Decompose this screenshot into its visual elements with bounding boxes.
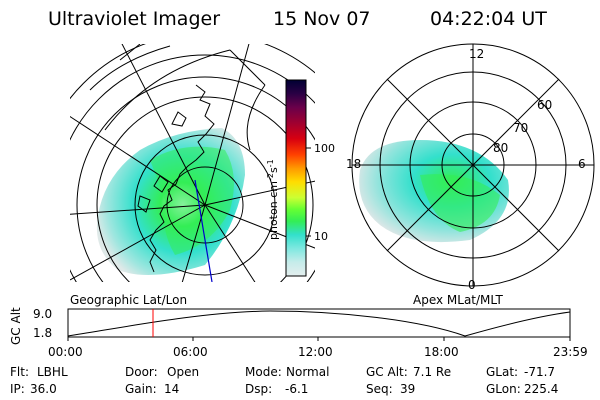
right-panel-label: Apex MLat/MLT bbox=[413, 293, 503, 307]
mlt-label-6: 6 bbox=[578, 157, 586, 171]
altitude-ytick-low: 1.8 bbox=[33, 326, 52, 340]
info-gain-key: Gain: bbox=[125, 382, 157, 396]
info-seq-value: 39 bbox=[400, 382, 415, 396]
mlt-label-0: 0 bbox=[468, 278, 476, 292]
instrument-title: Ultraviolet Imager bbox=[48, 8, 220, 30]
altitude-xtick-1800: 18:00 bbox=[424, 345, 459, 359]
aurora-band-left bbox=[150, 146, 234, 255]
info-mode-value: Normal bbox=[286, 365, 329, 379]
mlt-label-12: 12 bbox=[469, 47, 484, 61]
info-glat-key: GLat: bbox=[486, 365, 518, 379]
mlat-label-70: 70 bbox=[513, 121, 528, 135]
info-seq-key: Seq: bbox=[366, 382, 393, 396]
info-door-value: Open bbox=[167, 365, 199, 379]
info-ip-key: IP: bbox=[10, 382, 25, 396]
info-gain-value: 14 bbox=[164, 382, 179, 396]
mlt-polar-plot bbox=[359, 140, 509, 243]
info-glon-value: 225.4 bbox=[524, 382, 558, 396]
info-mode-key: Mode: bbox=[245, 365, 282, 379]
info-gcalt-value: 7.1 Re bbox=[413, 365, 451, 379]
altitude-ylabel: GC Alt bbox=[9, 307, 23, 345]
coastline bbox=[149, 84, 215, 273]
polar-grid bbox=[351, 43, 595, 287]
date-label: 15 Nov 07 bbox=[273, 8, 371, 30]
info-glat-value: -71.7 bbox=[524, 365, 555, 379]
colorbar-unit-label: photon cm-2s-1 bbox=[266, 159, 280, 240]
info-ip-value: 36.0 bbox=[30, 382, 57, 396]
colorbar-tick-10: 10 bbox=[314, 230, 328, 243]
time-label: 04:22:04 UT bbox=[430, 8, 547, 30]
info-dsp-value: -6.1 bbox=[285, 382, 308, 396]
altitude-curve bbox=[67, 310, 571, 337]
info-filter-key: Flt: bbox=[10, 365, 29, 379]
info-glon-key: GLon: bbox=[486, 382, 521, 396]
info-filter-value: LBHL bbox=[37, 365, 68, 379]
altitude-plot-frame bbox=[67, 308, 571, 338]
altitude-xtick-0600: 06:00 bbox=[173, 345, 208, 359]
longitude-lines bbox=[70, 44, 315, 282]
info-dsp-key: Dsp: bbox=[245, 382, 272, 396]
colorbar-tick-100: 100 bbox=[314, 142, 335, 155]
magnetic-meridian bbox=[194, 179, 213, 282]
mlt-label-18: 18 bbox=[346, 157, 361, 171]
altitude-xtick-1200: 12:00 bbox=[298, 345, 333, 359]
altitude-xtick-0000: 00:00 bbox=[48, 345, 83, 359]
altitude-xtick-2359: 23:59 bbox=[553, 345, 588, 359]
altitude-ytick-high: 9.0 bbox=[33, 307, 52, 321]
mlat-label-60: 60 bbox=[537, 98, 552, 112]
info-door-key: Door: bbox=[125, 365, 158, 379]
info-panel: Flt: LBHL Door: Open Mode: Normal GC Alt… bbox=[10, 365, 558, 396]
left-panel-label: Geographic Lat/Lon bbox=[70, 293, 187, 307]
colorbar bbox=[285, 79, 307, 277]
geographic-map bbox=[70, 44, 315, 282]
aurora-band-right bbox=[420, 174, 500, 232]
mlat-label-80: 80 bbox=[493, 141, 508, 155]
info-gcalt-key: GC Alt: bbox=[366, 365, 408, 379]
